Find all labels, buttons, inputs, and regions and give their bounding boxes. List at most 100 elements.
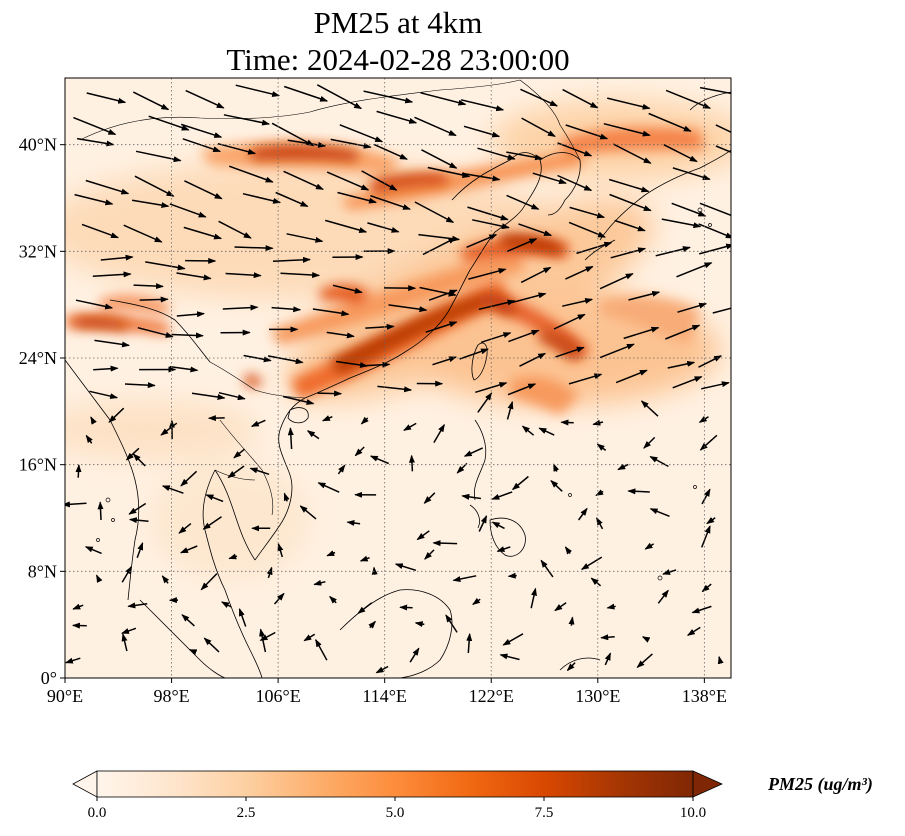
wind-arrow <box>139 296 169 303</box>
wind-arrow <box>519 352 547 367</box>
wind-arrow <box>73 116 117 136</box>
wind-arrow <box>250 419 266 427</box>
wind-arrow <box>377 385 413 393</box>
wind-arrow <box>627 488 650 495</box>
wind-arrow <box>518 223 553 237</box>
wind-arrow <box>76 137 115 147</box>
wind-arrow <box>222 304 259 311</box>
wind-arrow <box>641 636 651 643</box>
wind-arrow <box>316 84 363 110</box>
wind-arrow <box>228 165 274 183</box>
wind-arrow <box>272 256 311 263</box>
wind-vector-field <box>65 84 731 674</box>
wind-arrow <box>184 180 223 200</box>
wind-arrow <box>636 653 653 668</box>
wind-arrow <box>663 144 698 163</box>
wind-arrow <box>467 206 509 221</box>
wind-arrow <box>491 491 513 500</box>
wind-arrow <box>339 124 384 143</box>
wind-arrow <box>701 488 711 505</box>
wind-arrow <box>145 261 186 271</box>
wind-arrow <box>691 605 712 614</box>
wind-arrow <box>617 463 629 471</box>
wind-arrow <box>701 381 730 390</box>
wind-arrow <box>360 416 369 425</box>
wind-arrow <box>227 465 245 479</box>
wind-arrow <box>480 332 512 344</box>
wind-arrow <box>125 447 140 461</box>
wind-arrow <box>511 475 529 491</box>
colorbar-gradient <box>96 770 694 798</box>
wind-arrow <box>205 494 224 503</box>
wind-arrow <box>655 246 691 257</box>
wind-arrow <box>414 116 457 137</box>
wind-arrow <box>93 365 119 372</box>
wind-arrow <box>228 553 238 560</box>
wind-arrow <box>496 546 511 553</box>
wind-arrow <box>188 648 198 655</box>
pm25-field <box>65 78 731 678</box>
wind-arrow <box>200 573 218 591</box>
wind-arrow <box>596 443 607 451</box>
wind-arrow <box>282 395 315 405</box>
wind-arrow <box>92 271 132 278</box>
wind-arrow <box>478 515 488 532</box>
wind-arrow <box>287 427 294 450</box>
wind-arrow <box>388 304 428 313</box>
wind-arrow <box>242 192 282 204</box>
wind-arrow <box>499 653 520 661</box>
wind-arrow <box>712 307 731 314</box>
wind-arrow <box>644 542 654 550</box>
wind-arrow <box>521 117 556 138</box>
wind-arrow <box>394 563 417 572</box>
wind-arrow <box>235 84 281 97</box>
map-frame <box>64 77 732 679</box>
wind-arrow <box>461 493 482 500</box>
wind-arrow <box>433 423 445 443</box>
wind-arrow <box>491 521 505 530</box>
wind-arrow <box>74 193 114 206</box>
wind-arrow <box>715 124 731 133</box>
wind-arrow <box>506 151 543 161</box>
wind-arrow <box>665 324 701 340</box>
wind-arrow <box>699 434 718 451</box>
wind-arrow <box>191 392 226 400</box>
wind-arrow <box>171 332 204 339</box>
wind-arrow <box>600 634 615 641</box>
wind-arrow <box>134 175 175 197</box>
wind-arrow <box>89 390 119 400</box>
wind-arrow <box>185 89 225 109</box>
wind-arrow <box>223 114 271 126</box>
map-subtitle: Time: 2024-02-28 23:00:00 <box>226 42 570 77</box>
wind-arrow <box>178 523 192 534</box>
wind-arrow <box>90 416 97 425</box>
wind-arrow <box>202 516 222 530</box>
wind-arrow <box>562 88 599 109</box>
wind-arrow <box>478 299 516 311</box>
wind-arrow <box>135 150 182 163</box>
wind-arrow <box>640 400 659 417</box>
wind-arrow <box>132 91 170 111</box>
colorbar-tick-label: 0.0 <box>88 805 107 821</box>
wind-arrow <box>357 602 373 614</box>
wind-arrow <box>614 219 646 232</box>
wind-arrow <box>218 220 252 239</box>
wind-arrow <box>326 550 336 557</box>
wind-arrow <box>271 306 302 313</box>
wind-arrow <box>131 199 170 209</box>
wind-arrow <box>359 555 370 562</box>
wind-arrow <box>108 407 125 423</box>
wind-arrow <box>432 356 457 366</box>
wind-arrow <box>121 627 137 635</box>
wind-arrow <box>612 143 652 164</box>
wind-arrow <box>452 575 477 582</box>
wind-arrow <box>94 339 130 348</box>
wind-arrow <box>280 272 321 279</box>
wind-arrow <box>607 97 651 110</box>
wind-arrow <box>423 492 436 504</box>
wind-arrow <box>315 638 328 661</box>
wind-arrow <box>432 540 458 547</box>
colorbar-label: PM25 (ug/m³) <box>768 774 873 794</box>
colorbar-tick-label: 7.5 <box>535 805 554 821</box>
wind-arrow <box>127 602 148 609</box>
